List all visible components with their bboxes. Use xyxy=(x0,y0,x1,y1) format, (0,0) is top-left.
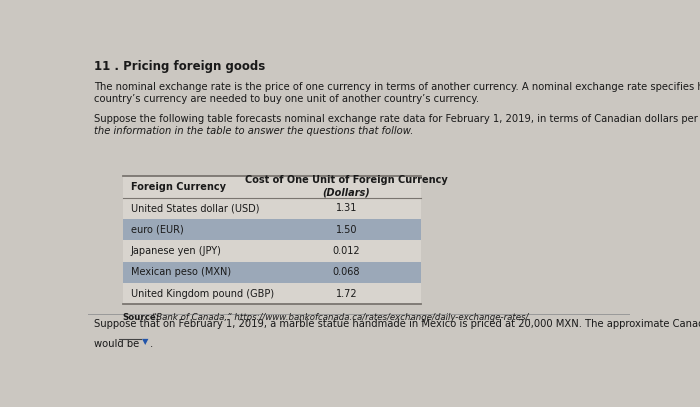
Text: 0.012: 0.012 xyxy=(332,246,360,256)
Bar xyxy=(122,219,421,240)
Text: 1.31: 1.31 xyxy=(336,203,357,213)
Text: 11 . Pricing foreign goods: 11 . Pricing foreign goods xyxy=(94,60,265,73)
Text: would be: would be xyxy=(94,339,139,349)
Text: Japanese yen (JPY): Japanese yen (JPY) xyxy=(131,246,222,256)
Text: (Dollars): (Dollars) xyxy=(323,187,370,197)
Text: country’s currency are needed to buy one unit of another country’s currency.: country’s currency are needed to buy one… xyxy=(94,94,479,104)
Text: 1.72: 1.72 xyxy=(336,289,358,299)
Text: Cost of One Unit of Foreign Currency: Cost of One Unit of Foreign Currency xyxy=(245,175,448,185)
Bar xyxy=(122,283,421,304)
Text: Suppose that on February 1, 2019, a marble statue handmade in Mexico is priced a: Suppose that on February 1, 2019, a marb… xyxy=(94,319,700,329)
Text: 0.068: 0.068 xyxy=(332,267,360,277)
Text: United Kingdom pound (GBP): United Kingdom pound (GBP) xyxy=(131,289,274,299)
Text: ▼: ▼ xyxy=(141,337,148,346)
Text: euro (EUR): euro (EUR) xyxy=(131,225,183,234)
Bar xyxy=(122,262,421,283)
Text: .: . xyxy=(150,339,153,349)
Bar xyxy=(122,176,421,304)
Text: Mexican peso (MXN): Mexican peso (MXN) xyxy=(131,267,231,277)
Text: the information in the table to answer the questions that follow.: the information in the table to answer t… xyxy=(94,126,414,136)
Text: The nominal exchange rate is the price of one currency in terms of another curre: The nominal exchange rate is the price o… xyxy=(94,82,700,92)
Text: Suppose the following table forecasts nominal exchange rate data for February 1,: Suppose the following table forecasts no… xyxy=(94,114,700,124)
Bar xyxy=(122,198,421,219)
Text: Source:: Source: xyxy=(122,313,160,322)
Bar xyxy=(122,240,421,262)
Text: 1.50: 1.50 xyxy=(336,225,357,234)
Text: “Bank of Canada,” https://www.bankofcanada.ca/rates/exchange/daily-exchange-rate: “Bank of Canada,” https://www.bankofcana… xyxy=(149,313,531,322)
Text: United States dollar (USD): United States dollar (USD) xyxy=(131,203,260,213)
Text: Foreign Currency: Foreign Currency xyxy=(131,182,226,192)
